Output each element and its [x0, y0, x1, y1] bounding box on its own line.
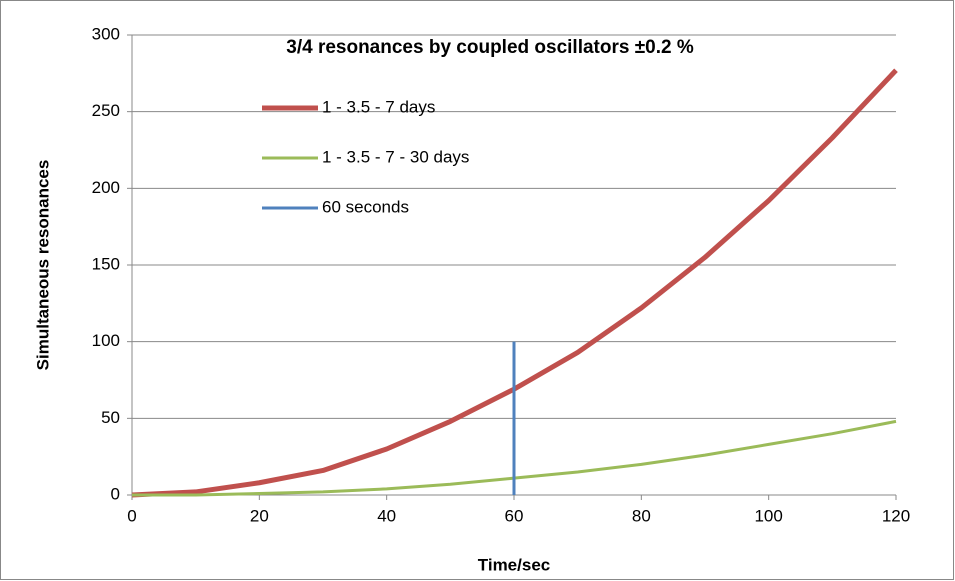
y-tick-label: 150	[92, 254, 120, 273]
chart-title: 3/4 resonances by coupled oscillators ±0…	[286, 37, 694, 58]
x-tick-label: 0	[127, 506, 136, 525]
x-axis-label: Time/sec	[478, 555, 550, 574]
legend-label: 60 seconds	[322, 197, 409, 216]
legend-label: 1 - 3.5 - 7 - 30 days	[322, 147, 469, 166]
legend-label: 1 - 3.5 - 7 days	[322, 97, 435, 116]
y-tick-label: 100	[92, 331, 120, 350]
y-tick-label: 300	[92, 24, 120, 43]
x-tick-label: 20	[250, 506, 269, 525]
y-tick-label: 200	[92, 178, 120, 197]
y-tick-label: 0	[111, 484, 120, 503]
x-tick-label: 100	[754, 506, 782, 525]
y-axis-label: Simultaneous resonances	[33, 160, 52, 371]
x-tick-label: 60	[505, 506, 524, 525]
y-tick-label: 250	[92, 101, 120, 120]
x-tick-label: 80	[632, 506, 651, 525]
x-tick-label: 40	[377, 506, 396, 525]
x-tick-label: 120	[882, 506, 910, 525]
y-tick-label: 50	[101, 408, 120, 427]
